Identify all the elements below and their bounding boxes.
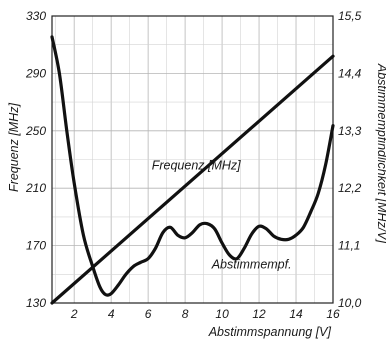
x-tick-label: 14 — [289, 307, 303, 321]
y-left-tick-label: 210 — [25, 181, 46, 195]
tick-labels: 2 4 6 8 10 12 14 16 130 170 210 250 290 330 10,0 11,1 12… — [25, 9, 362, 321]
y-left-axis-title: Frequenz [MHz] — [7, 103, 21, 192]
y-right-tick-label: 11,1 — [338, 239, 360, 253]
y-left-tick-label: 330 — [26, 9, 46, 23]
y-left-tick-label: 130 — [26, 296, 46, 310]
y-right-tick-label: 12,2 — [338, 181, 362, 195]
x-tick-label: 10 — [215, 307, 229, 321]
frequenz-annotation: Frequenz [MHz] — [152, 159, 241, 173]
x-tick-label: 4 — [108, 307, 115, 321]
y-left-tick-label: 170 — [26, 239, 46, 253]
series-group — [50, 35, 335, 305]
y-right-tick-label: 10,0 — [338, 296, 362, 310]
y-right-axis-title: Abstimmempfindlichkeit [MHz/V] — [375, 63, 386, 244]
x-tick-label: 2 — [70, 307, 78, 321]
x-tick-label: 12 — [252, 307, 266, 321]
y-right-tick-label: 15,5 — [338, 9, 362, 23]
x-tick-label: 16 — [326, 307, 340, 321]
frequenz-line — [50, 54, 335, 305]
abstimmempf-curve — [50, 35, 335, 297]
axis-labels: Abstimmspannung [V] Frequenz [MHz] Abstimm… — [7, 63, 386, 339]
x-tick-label: 6 — [145, 307, 152, 321]
plot-frame — [51, 15, 334, 304]
x-tick-label: 8 — [182, 307, 189, 321]
y-left-tick-label: 250 — [25, 124, 46, 138]
y-left-tick-label: 290 — [25, 66, 46, 80]
y-right-tick-label: 14,4 — [338, 66, 362, 80]
abstimmempf-annotation: Abstimmempf. — [211, 258, 292, 272]
x-axis-title: Abstimmspannung [V] — [208, 325, 332, 339]
y-right-tick-label: 13,3 — [338, 124, 362, 138]
